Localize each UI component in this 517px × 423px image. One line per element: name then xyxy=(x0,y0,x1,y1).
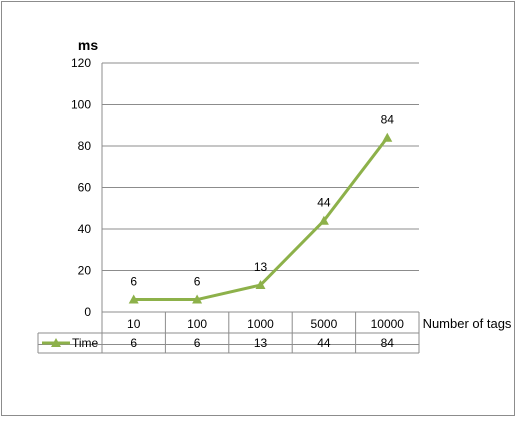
y-tick-label: 40 xyxy=(78,222,92,236)
x-tick-label: 1000 xyxy=(247,317,274,331)
y-tick-label: 20 xyxy=(78,264,92,278)
data-label: 44 xyxy=(317,196,331,210)
legend-marker xyxy=(51,338,61,347)
x-tick-label: 5000 xyxy=(311,317,338,331)
data-label: 6 xyxy=(130,275,137,289)
data-label: 6 xyxy=(194,275,201,289)
y-tick-label: 60 xyxy=(78,181,92,195)
x-tick-label: 100 xyxy=(187,317,207,331)
y-axis-ticks: 0 20 40 60 80 100 120 xyxy=(71,56,91,319)
table-value: 84 xyxy=(381,336,395,350)
legend-label: Time xyxy=(72,336,99,350)
data-label: 13 xyxy=(254,260,268,274)
chart-frame xyxy=(1,1,515,416)
data-label: 84 xyxy=(381,113,395,127)
y-tick-label: 80 xyxy=(78,139,92,153)
x-axis-title: Number of tags xyxy=(423,316,512,331)
series-time: 6 6 13 44 84 xyxy=(128,113,395,304)
data-point-marker xyxy=(255,280,266,290)
table-value: 44 xyxy=(317,336,331,350)
table-value: 6 xyxy=(130,336,137,350)
data-point-marker xyxy=(128,294,139,304)
gridlines xyxy=(101,62,419,313)
x-tick-label: 10 xyxy=(127,317,141,331)
y-axis-title: ms xyxy=(78,37,98,53)
table-value: 13 xyxy=(254,336,268,350)
data-table: 10 100 1000 5000 10000 Time 6 6 13 44 84 xyxy=(37,312,420,354)
y-tick-label: 100 xyxy=(71,98,91,112)
data-point-marker xyxy=(318,215,329,225)
table-value: 6 xyxy=(194,336,201,350)
x-tick-label: 10000 xyxy=(371,317,405,331)
data-point-marker xyxy=(382,132,393,142)
data-point-marker xyxy=(192,294,203,304)
y-tick-label: 120 xyxy=(71,56,91,70)
y-tick-label: 0 xyxy=(84,305,91,319)
